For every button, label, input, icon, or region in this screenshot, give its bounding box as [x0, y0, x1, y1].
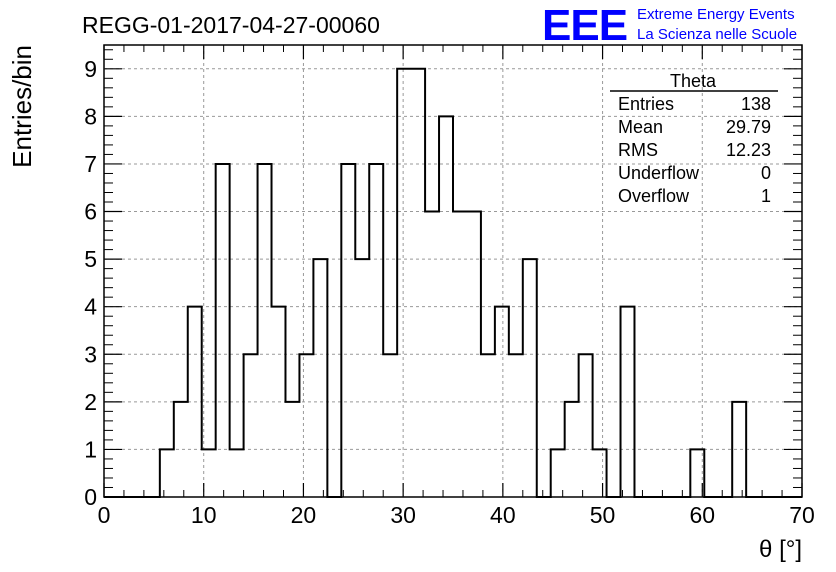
stats-box: Theta Entries 138 Mean 29.79 RMS 12.23 Underfl… — [610, 71, 778, 206]
x-tick-label: 50 — [590, 502, 616, 528]
x-tick-label: 40 — [490, 502, 516, 528]
stats-value: 0 — [761, 163, 771, 183]
y-tick-label: 8 — [84, 103, 97, 129]
y-tick-label: 6 — [84, 199, 97, 225]
logo-line-1: Extreme Energy Events — [637, 6, 795, 23]
y-tick-label: 0 — [84, 484, 97, 510]
stats-label: Underflow — [618, 163, 700, 183]
x-tick-label: 70 — [789, 502, 815, 528]
x-tick-label: 0 — [98, 502, 111, 528]
logo-line-2: La Scienza nelle Scuole — [637, 26, 797, 43]
y-tick-label: 9 — [84, 56, 97, 82]
y-tick-label: 1 — [84, 436, 97, 462]
histogram-line — [104, 67, 802, 498]
y-tick-label: 4 — [84, 294, 97, 320]
plot-frame — [103, 44, 803, 498]
stats-label: Mean — [618, 117, 663, 137]
stats-label: Overflow — [618, 186, 690, 206]
stats-value: 12.23 — [726, 140, 771, 160]
x-tick-labels: 0 10 20 30 40 50 60 70 — [98, 502, 815, 528]
stats-value: 138 — [741, 94, 771, 114]
chart-title: REGG-01-2017-04-27-00060 — [82, 12, 380, 38]
x-tick-label: 60 — [689, 502, 715, 528]
stats-value: 29.79 — [726, 117, 771, 137]
eee-logo: EEE — [542, 1, 627, 50]
y-axis-label: Entries/bin — [7, 45, 37, 168]
y-tick-label: 7 — [84, 151, 97, 177]
x-tick-label: 20 — [291, 502, 317, 528]
stats-label: Entries — [618, 94, 674, 114]
axis-ticks — [103, 45, 803, 498]
y-tick-label: 5 — [84, 246, 97, 272]
stats-value: 1 — [761, 186, 771, 206]
y-tick-labels: 0 1 2 3 4 5 6 7 8 9 — [84, 56, 97, 510]
y-tick-label: 2 — [84, 389, 97, 415]
stats-label: RMS — [618, 140, 658, 160]
stats-title: Theta — [670, 71, 717, 91]
grid — [104, 45, 802, 497]
x-axis-label: θ [°] — [759, 536, 802, 563]
x-tick-label: 30 — [390, 502, 416, 528]
y-tick-label: 3 — [84, 341, 97, 367]
x-tick-label: 10 — [191, 502, 217, 528]
